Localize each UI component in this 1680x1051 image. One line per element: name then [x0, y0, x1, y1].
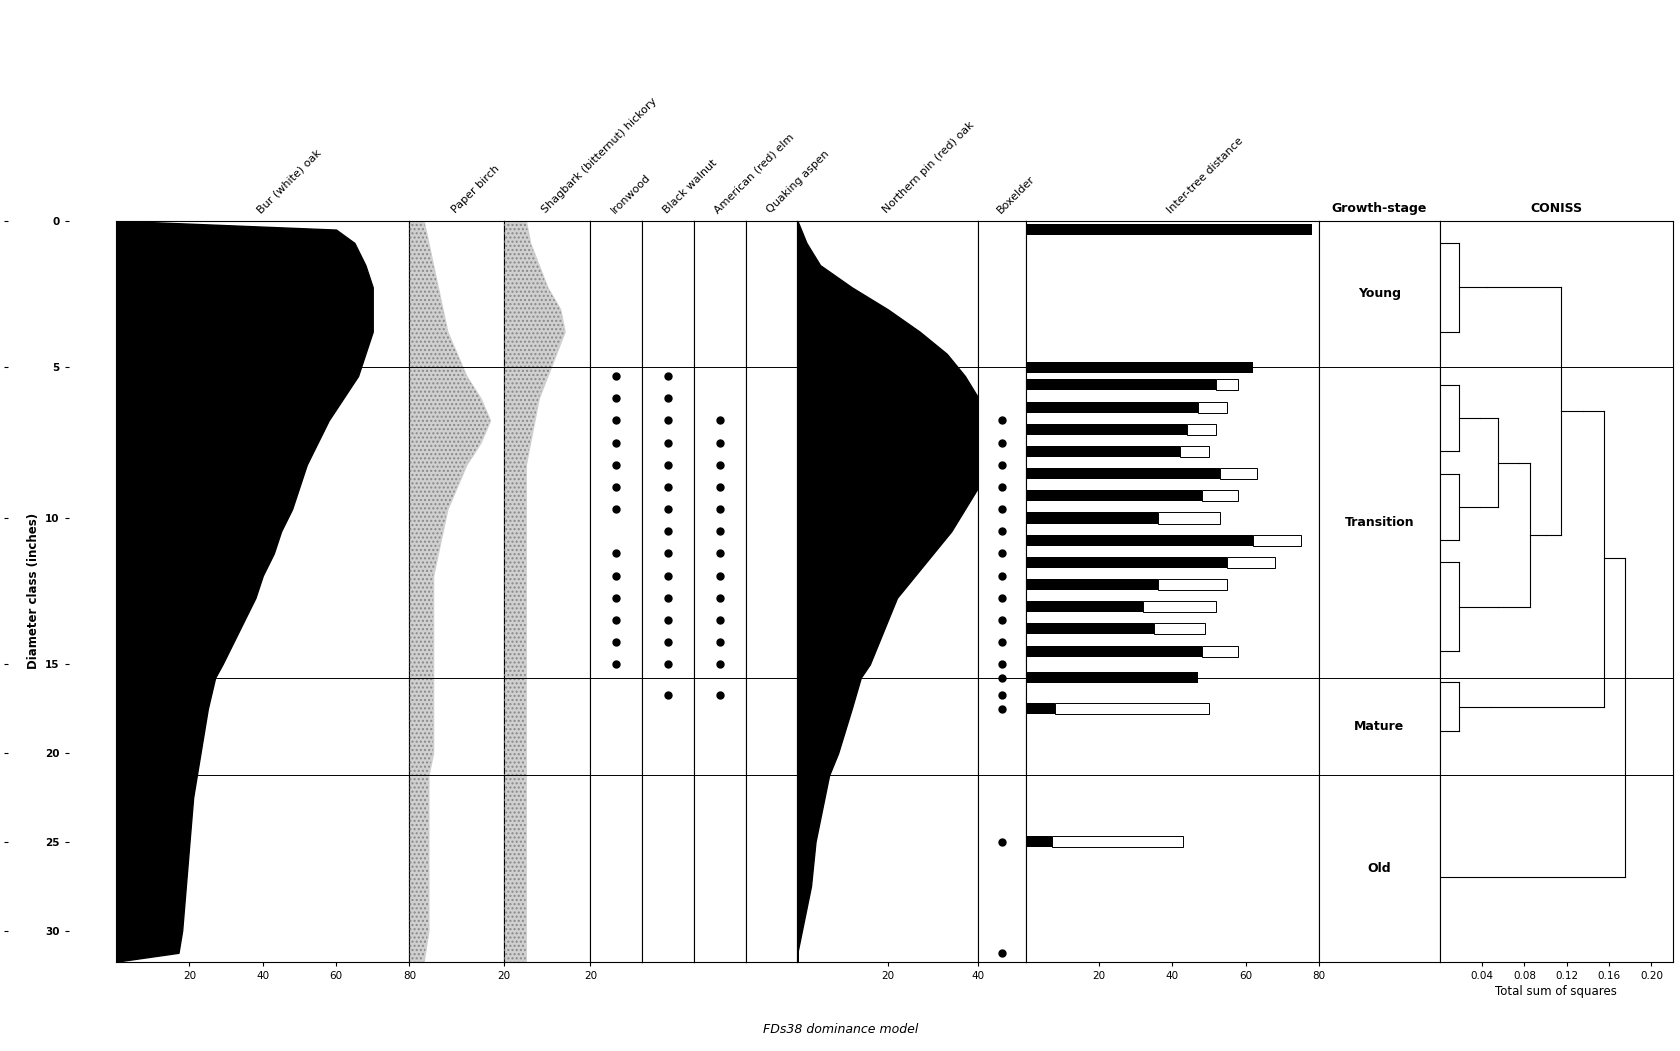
Text: Young: Young	[1357, 287, 1399, 301]
Text: Northern pin (red) oak: Northern pin (red) oak	[880, 120, 976, 215]
Text: Ironwood: Ironwood	[608, 172, 652, 215]
Bar	[1198, 401, 1226, 413]
Bar	[1154, 623, 1205, 635]
Bar	[1025, 379, 1216, 390]
Bar	[1216, 379, 1238, 390]
Text: Transition: Transition	[1344, 516, 1413, 529]
Bar	[1025, 673, 1198, 683]
Text: Mature: Mature	[1354, 720, 1404, 733]
Bar	[1252, 535, 1300, 545]
Bar	[1201, 490, 1238, 501]
Bar	[1025, 224, 1310, 235]
Bar	[1025, 446, 1179, 457]
Bar	[1025, 490, 1201, 501]
Bar	[1025, 557, 1226, 568]
Bar	[1226, 557, 1275, 568]
Bar	[1025, 623, 1154, 635]
Text: Quaking aspen: Quaking aspen	[764, 149, 830, 215]
Bar	[1025, 601, 1142, 613]
Bar	[1052, 837, 1183, 847]
Text: Paper birch: Paper birch	[450, 164, 501, 215]
Bar	[1025, 513, 1158, 523]
Bar	[1025, 837, 1052, 847]
Text: Boxelder: Boxelder	[995, 173, 1037, 215]
Text: Bur (white) oak: Bur (white) oak	[255, 147, 323, 215]
Bar	[1025, 424, 1186, 435]
Bar	[1025, 468, 1220, 479]
Text: Black walnut: Black walnut	[660, 158, 717, 215]
Text: Shagbark (bitternut) hickory: Shagbark (bitternut) hickory	[539, 97, 659, 215]
Y-axis label: Diameter class (inches): Diameter class (inches)	[27, 513, 40, 669]
Bar	[1025, 401, 1198, 413]
Bar	[1142, 601, 1216, 613]
Bar	[1025, 645, 1201, 657]
Text: Old: Old	[1368, 862, 1391, 875]
Bar	[1025, 362, 1252, 373]
Text: FDs38 dominance model: FDs38 dominance model	[763, 1024, 917, 1036]
Bar	[1025, 535, 1252, 545]
Bar	[1158, 513, 1220, 523]
Text: Growth-stage: Growth-stage	[1331, 203, 1426, 215]
Bar	[1186, 424, 1216, 435]
Text: Inter-tree distance: Inter-tree distance	[1164, 136, 1245, 215]
Bar	[1201, 645, 1238, 657]
Text: American (red) elm: American (red) elm	[712, 131, 796, 215]
Bar	[1179, 446, 1208, 457]
Bar	[1158, 579, 1226, 590]
Bar	[1025, 703, 1055, 715]
Bar	[1220, 468, 1257, 479]
Bar	[1025, 579, 1158, 590]
X-axis label: Total sum of squares: Total sum of squares	[1495, 985, 1616, 997]
Bar	[1055, 703, 1208, 715]
Text: CONISS: CONISS	[1529, 203, 1581, 215]
